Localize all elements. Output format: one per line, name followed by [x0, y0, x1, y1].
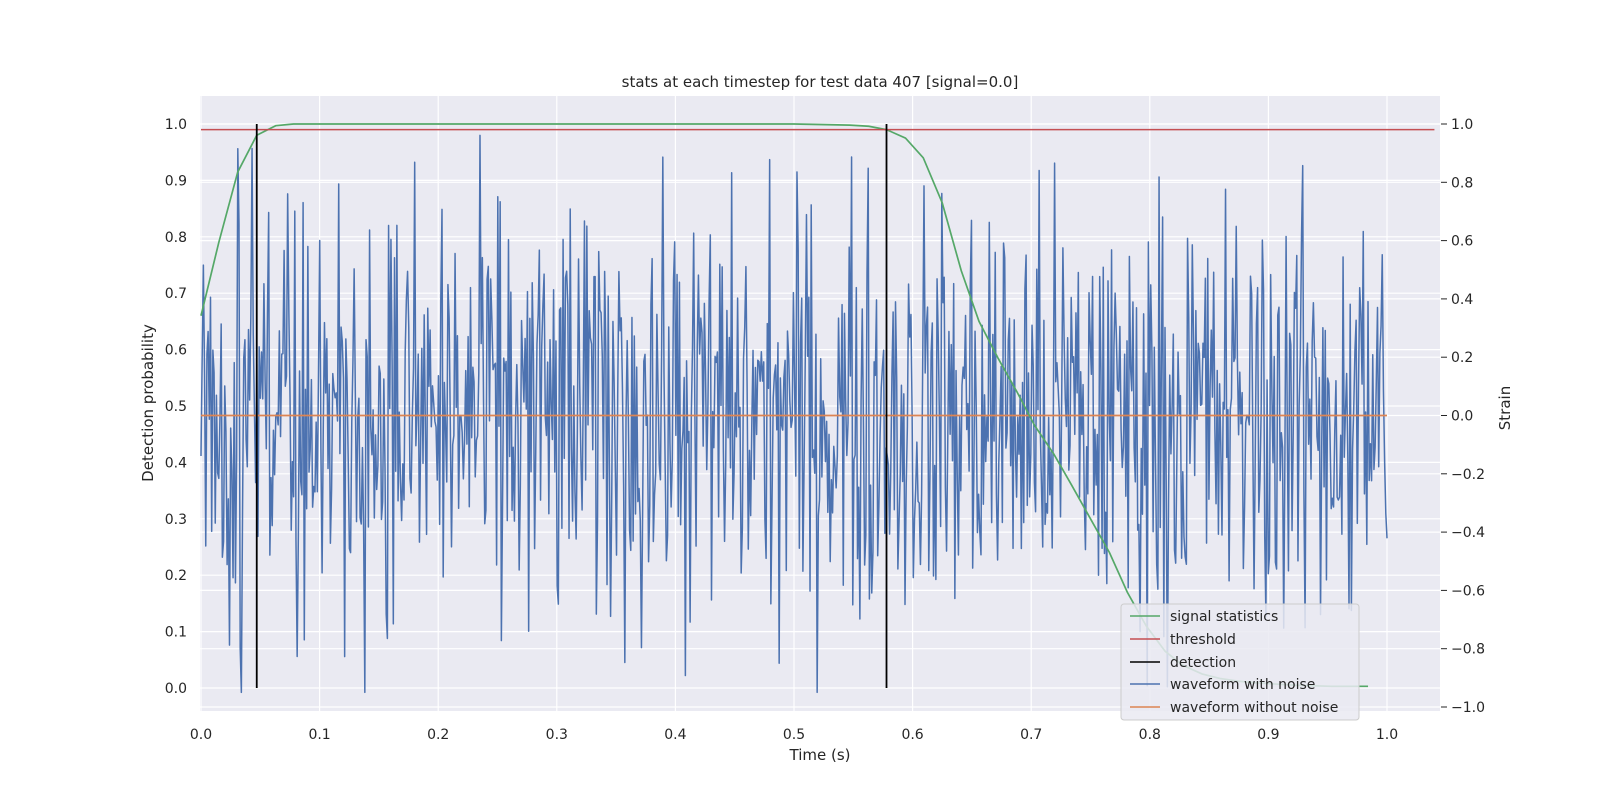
y-axis-label-right: Strain — [1496, 386, 1514, 430]
y-tick-label-right: 1.0 — [1451, 117, 1473, 133]
y-tick-label-right: −0.2 — [1451, 467, 1485, 483]
y-tick-label-right: 0.6 — [1451, 234, 1473, 250]
y-tick-label-left: 0.3 — [165, 512, 187, 528]
y-tick-label-left: 0.7 — [165, 286, 187, 302]
y-tick-label-right: 0.4 — [1451, 292, 1473, 308]
x-tick-label: 0.9 — [1257, 727, 1279, 743]
y-tick-label-right: 0.2 — [1451, 350, 1473, 366]
x-tick-label: 0.4 — [664, 727, 686, 743]
y-axis-label-left: Detection probability — [139, 324, 157, 482]
x-tick-label: 0.0 — [190, 727, 212, 743]
y-tick-label-left: 0.8 — [165, 230, 187, 246]
legend-box — [1120, 603, 1360, 721]
y-tick-label-left: 0.1 — [165, 625, 187, 641]
x-tick-label: 0.8 — [1139, 727, 1161, 743]
y-tick-label-left: 0.9 — [165, 173, 187, 189]
legend-label-signal-statistics: signal statistics — [1170, 609, 1278, 625]
ticks: 0.0 0.1 0.2 0.3 0.4 0.5 0.6 0.7 0.8 0.9 1.0 0.0 0.1 0… — [165, 117, 1485, 743]
legend: signal statistics threshold detection wa… — [1120, 603, 1360, 721]
x-tick-label: 0.5 — [783, 727, 805, 743]
x-tick-label: 0.6 — [901, 727, 923, 743]
legend-label-threshold: threshold — [1170, 632, 1236, 648]
series-waveform-with-noise — [200, 134, 1388, 694]
y-tick-label-right: −0.8 — [1451, 642, 1485, 658]
y-tick-label-right: −0.4 — [1451, 525, 1485, 541]
x-tick-label: 1.0 — [1376, 727, 1398, 743]
y-tick-label-right: 0.8 — [1451, 175, 1473, 191]
y-tick-label-left: 0.2 — [165, 568, 187, 584]
legend-label-detection: detection — [1170, 655, 1236, 671]
x-axis-label: Time (s) — [789, 746, 851, 764]
y-tick-label-left: 0.6 — [165, 343, 187, 359]
x-tick-label: 0.3 — [546, 727, 568, 743]
y-tick-label-left: 0.0 — [165, 681, 187, 697]
x-tick-label: 0.7 — [1020, 727, 1042, 743]
y-tick-label-left: 1.0 — [165, 117, 187, 133]
y-tick-label-left: 0.5 — [165, 399, 187, 415]
y-tick-label-right: −1.0 — [1451, 700, 1485, 716]
y-tick-label-right: −0.6 — [1451, 583, 1485, 599]
y-tick-label-left: 0.4 — [165, 455, 187, 471]
x-tick-label: 0.2 — [427, 727, 449, 743]
chart-title: stats at each timestep for test data 407… — [622, 73, 1019, 91]
legend-label-waveform-with-noise: waveform with noise — [1170, 677, 1315, 693]
legend-label-waveform-without-noise: waveform without noise — [1170, 700, 1338, 716]
x-tick-label: 0.1 — [308, 727, 330, 743]
y-tick-label-right: 0.0 — [1451, 409, 1473, 425]
